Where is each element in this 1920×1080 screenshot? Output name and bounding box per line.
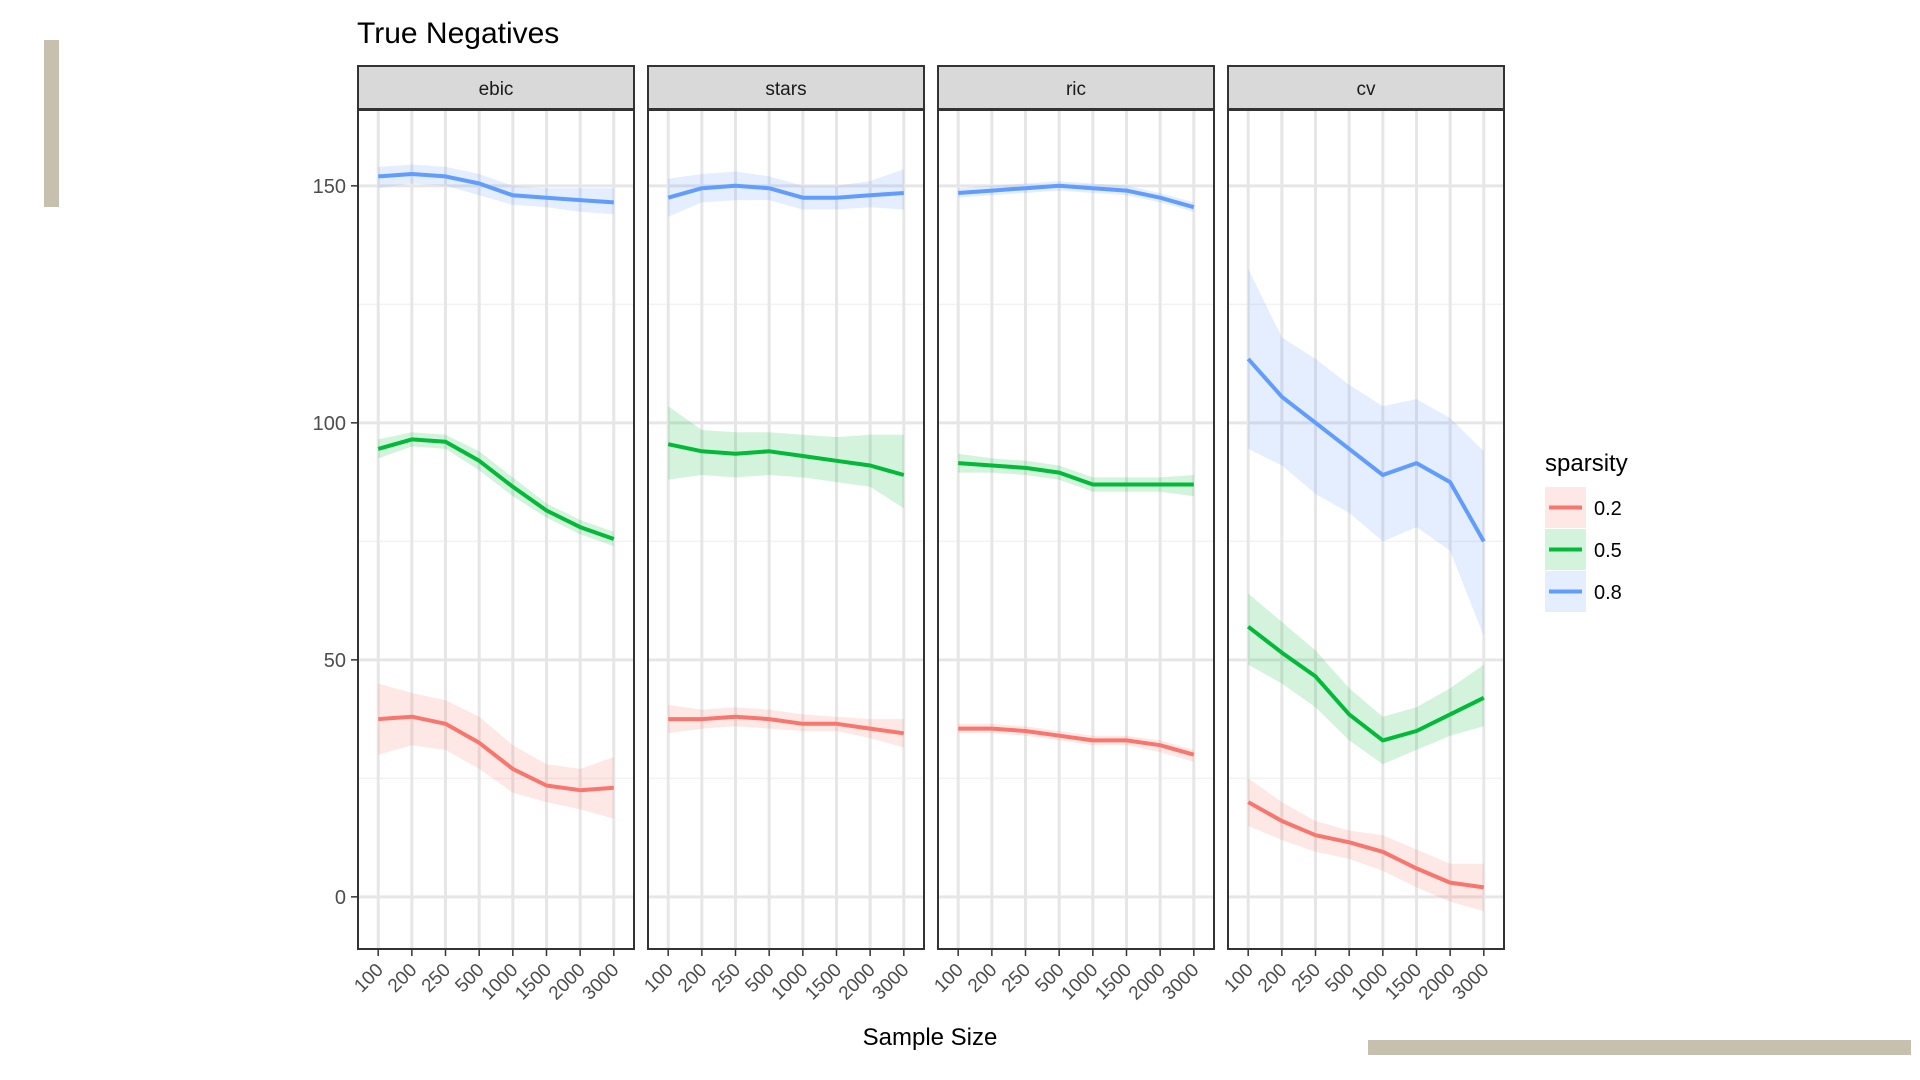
x-axis-title: Sample Size [863,1024,998,1051]
panel-border [937,109,1215,950]
x-tick-label: 200 [1254,960,1291,997]
legend-label-0.5: 0.5 [1594,540,1622,562]
panel-border [357,109,635,950]
x-tick-label: 1500 [1381,960,1426,1005]
x-tick-label: 3000 [579,960,624,1005]
x-tick-label: 1500 [1091,960,1136,1005]
confidence-band-0.5 [668,406,904,509]
y-tick-label: 50 [324,650,346,672]
x-tick-label: 1000 [1348,960,1393,1005]
x-tick-label: 1000 [478,960,523,1005]
x-tick-label: 200 [674,960,711,997]
series-line-0.8 [1246,357,1486,543]
facet-strip [1227,65,1505,110]
y-tick-label: 0 [335,887,346,909]
panel-border [1227,109,1505,950]
x-tick-label: 250 [998,960,1035,997]
series-line-0.2 [1247,800,1485,890]
x-tick-label: 200 [384,960,421,997]
x-tick-label: 200 [964,960,1001,997]
x-tick-label: 2000 [835,960,880,1005]
series-line-0.5 [958,461,1194,487]
legend: sparsity 0.2 0.5 0.8 [1545,450,1628,612]
series-line-0.8 [378,172,614,205]
panel-border [647,109,925,950]
x-tick-label: 100 [350,960,387,997]
series-line-0.8 [667,183,904,200]
confidence-band-0.2 [958,723,1194,762]
left-accent-bar [44,40,59,207]
panel-background [938,110,1214,949]
x-tick-label: 100 [1220,960,1257,997]
x-tick-label: 1500 [511,960,556,1005]
x-tick-label: 2000 [545,960,590,1005]
series-line-0.8 [958,183,1195,210]
x-tick-label: 250 [708,960,745,997]
confidence-band-0.2 [1248,778,1484,912]
x-tick-label: 1000 [768,960,813,1005]
confidence-band-0.5 [378,432,614,547]
x-tick-label: 3000 [1449,960,1494,1005]
series-line-0.5 [1246,625,1485,743]
series-line-0.2 [668,714,905,736]
x-tick-label: 1000 [1058,960,1103,1005]
y-tick-label: 100 [313,413,346,435]
bottom-accent-bar [1368,1040,1911,1055]
facet-strip-label: cv [1357,79,1377,100]
confidence-band-0.8 [1248,268,1484,637]
x-tick-label: 100 [930,960,967,997]
legend-title: sparsity [1545,450,1628,477]
facet-strip-label: ebic [479,79,514,100]
series-line-0.2 [378,714,614,793]
series-line-0.5 [667,442,905,477]
x-tick-label: 2000 [1415,960,1460,1005]
x-tick-label: 2000 [1125,960,1170,1005]
facet-strip-label: stars [765,79,806,100]
facet-strip [647,65,925,110]
facet-strip [357,65,635,110]
x-tick-label: 250 [418,960,455,997]
x-tick-label: 250 [1288,960,1325,997]
series-line-0.2 [958,726,1195,757]
x-tick-label: 3000 [869,960,914,1005]
panel-background [648,110,924,949]
legend-label-0.2: 0.2 [1594,498,1622,520]
x-tick-label: 100 [640,960,677,997]
facet-panels: 050100150ebic100200250500100015002000300… [313,65,1505,1005]
legend-label-0.8: 0.8 [1594,582,1622,604]
panel-background [1228,110,1504,949]
chart-title: True Negatives [357,17,559,50]
series-line-0.5 [377,437,615,541]
facet-strip-label: ric [1066,79,1086,100]
x-tick-label: 3000 [1159,960,1204,1005]
confidence-band-0.5 [1248,593,1484,765]
x-tick-label: 1500 [801,960,846,1005]
y-tick-label: 150 [313,176,346,198]
